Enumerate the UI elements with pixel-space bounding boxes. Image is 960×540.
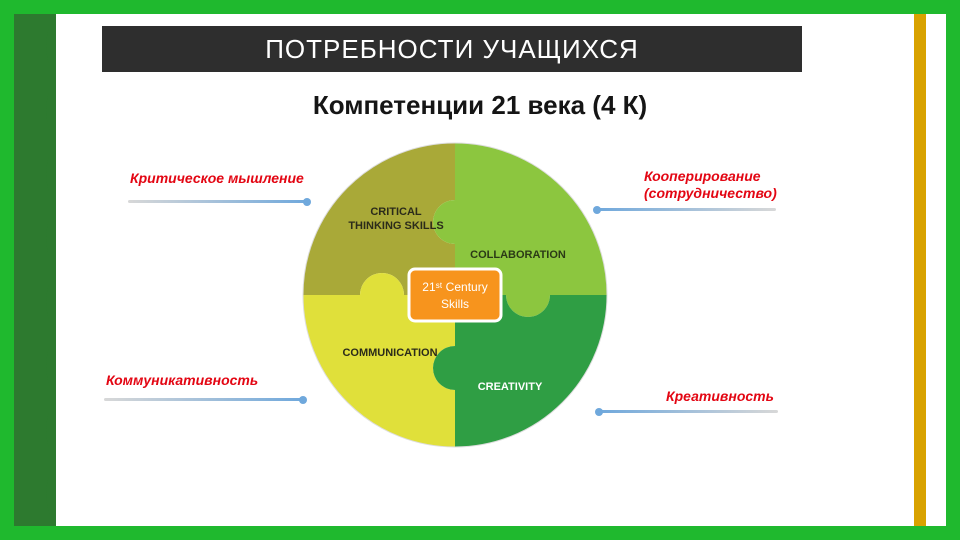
center-badge — [409, 269, 501, 321]
label-critical-2: THINKING SKILLS — [348, 220, 443, 232]
label-creat: CREATIVITY — [478, 381, 543, 393]
center-badge-line2: Skills — [441, 297, 469, 311]
subtitle: Компетенции 21 века (4 К) — [0, 90, 960, 121]
lead-creativity — [598, 410, 778, 413]
title-bar: ПОТРЕБНОСТИ УЧАЩИХСЯ — [102, 26, 802, 72]
circle-diagram: CRITICAL THINKING SKILLS COLLABORATION C… — [300, 140, 610, 450]
lead-collaboration — [596, 208, 776, 211]
callout-communication: Коммуникативность — [106, 372, 258, 389]
center-badge-line1: 21ˢᵗ Century — [422, 280, 487, 294]
label-critical-1: CRITICAL — [370, 206, 422, 218]
callout-collaboration: Кооперирование (сотрудничество) — [644, 168, 777, 202]
title-text: ПОТРЕБНОСТИ УЧАЩИХСЯ — [265, 34, 639, 65]
callout-critical: Критическое мышление — [130, 170, 304, 187]
lead-communication — [104, 398, 304, 401]
label-comm: COMMUNICATION — [342, 347, 437, 359]
callout-creativity: Креативность — [666, 388, 774, 405]
label-collab: COLLABORATION — [470, 249, 566, 261]
lead-critical — [128, 200, 308, 203]
